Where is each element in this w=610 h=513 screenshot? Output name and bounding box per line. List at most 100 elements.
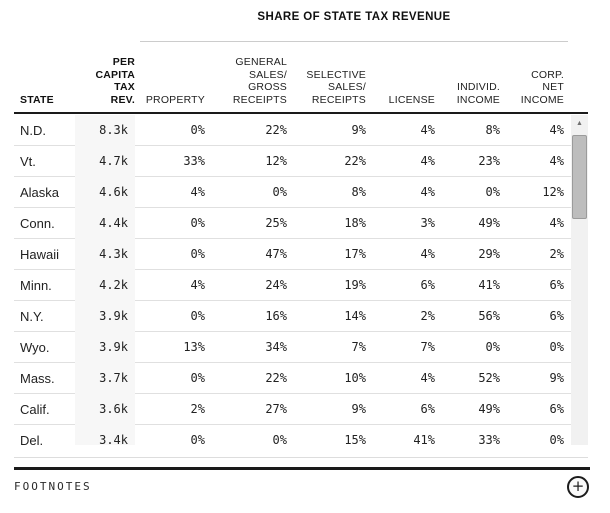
general-value-cell: 24%: [265, 278, 287, 292]
table-body: N.D. 8.3k 0% 22% 9% 4% 8% 4% Vt. 4.7k 33% 12% 22% 4% 2…: [14, 115, 571, 445]
general-value-cell: 22%: [265, 371, 287, 385]
state-cell: Vt.: [20, 153, 36, 169]
general-value-cell: 34%: [265, 340, 287, 354]
selective-value-cell: 19%: [344, 278, 366, 292]
percap-value-cell: 3.7k: [75, 362, 135, 394]
corp-value-cell: 0%: [549, 433, 564, 445]
license-value-cell: 6%: [420, 278, 435, 292]
state-cell: Alaska: [20, 184, 60, 200]
column-header-state: STATE: [20, 93, 54, 106]
percap-value-cell: 4.2k: [75, 269, 135, 301]
individ-value-cell: 29%: [478, 247, 500, 261]
license-value-cell: 4%: [420, 123, 435, 137]
corp-value-cell: 6%: [549, 309, 564, 323]
selective-value-cell: 9%: [351, 123, 366, 137]
table-row: Minn. 4.2k 4% 24% 19% 6% 41% 6%: [14, 269, 571, 301]
scrollbar-track[interactable]: ▲: [571, 115, 588, 445]
license-value-cell: 3%: [420, 216, 435, 230]
general-value-cell: 25%: [265, 216, 287, 230]
selective-value-cell: 18%: [344, 216, 366, 230]
table-row: N.D. 8.3k 0% 22% 9% 4% 8% 4%: [14, 115, 571, 146]
property-value-cell: 33%: [183, 154, 205, 168]
corp-value-cell: 0%: [549, 340, 564, 354]
license-value-cell: 4%: [420, 185, 435, 199]
corp-value-cell: 6%: [549, 402, 564, 416]
table-scroll-area[interactable]: N.D. 8.3k 0% 22% 9% 4% 8% 4% Vt. 4.7k 33% 12% 22% 4% 2…: [14, 115, 588, 445]
selective-value-cell: 14%: [344, 309, 366, 323]
selective-value-cell: 7%: [351, 340, 366, 354]
footnotes-label: FOOTNOTES: [14, 480, 92, 493]
individ-value-cell: 33%: [478, 433, 500, 445]
percap-value-cell: 3.9k: [75, 331, 135, 363]
selective-value-cell: 10%: [344, 371, 366, 385]
property-value-cell: 4%: [190, 185, 205, 199]
corp-value-cell: 4%: [549, 216, 564, 230]
share-title: SHARE OF STATE TAX REVENUE: [257, 11, 451, 23]
header-divider: [14, 112, 588, 114]
license-value-cell: 4%: [420, 371, 435, 385]
state-cell: Calif.: [20, 401, 50, 417]
property-value-cell: 0%: [190, 433, 205, 445]
individ-value-cell: 41%: [478, 278, 500, 292]
individ-value-cell: 49%: [478, 216, 500, 230]
individ-value-cell: 0%: [485, 340, 500, 354]
state-cell: Wyo.: [20, 339, 50, 355]
percap-value-cell: 4.7k: [75, 145, 135, 177]
percap-value-cell: 3.9k: [75, 300, 135, 332]
state-cell: N.Y.: [20, 308, 44, 324]
individ-value-cell: 56%: [478, 309, 500, 323]
corp-value-cell: 6%: [549, 278, 564, 292]
state-cell: Mass.: [20, 370, 55, 386]
scrollbar-thumb[interactable]: [572, 135, 587, 219]
scroll-up-arrow-icon[interactable]: ▲: [576, 119, 583, 127]
share-title-rule: [140, 41, 568, 42]
property-value-cell: 0%: [190, 247, 205, 261]
general-value-cell: 47%: [265, 247, 287, 261]
percap-value-cell: 4.6k: [75, 176, 135, 208]
table-row: Del. 3.4k 0% 0% 15% 41% 33% 0%: [14, 424, 571, 446]
corp-value-cell: 9%: [549, 371, 564, 385]
percap-value-cell: 3.4k: [75, 424, 135, 445]
column-header-property: PROPERTY: [145, 93, 205, 106]
table-row: N.Y. 3.9k 0% 16% 14% 2% 56% 6%: [14, 300, 571, 332]
selective-value-cell: 17%: [344, 247, 366, 261]
footnotes-expand-button[interactable]: +: [567, 476, 589, 498]
property-value-cell: 0%: [190, 123, 205, 137]
table-row: Wyo. 3.9k 13% 34% 7% 7% 0% 0%: [14, 331, 571, 363]
column-header-general: GENERAL SALES/ GROSS RECEIPTS: [232, 56, 287, 106]
individ-value-cell: 23%: [478, 154, 500, 168]
license-value-cell: 6%: [420, 402, 435, 416]
table-row: Alaska 4.6k 4% 0% 8% 4% 0% 12%: [14, 176, 571, 208]
state-cell: Del.: [20, 432, 44, 446]
state-cell: Hawaii: [20, 246, 60, 262]
general-value-cell: 0%: [272, 433, 287, 445]
general-value-cell: 16%: [265, 309, 287, 323]
percap-value-cell: 8.3k: [75, 115, 135, 146]
license-value-cell: 7%: [420, 340, 435, 354]
table-row: Vt. 4.7k 33% 12% 22% 4% 23% 4%: [14, 145, 571, 177]
general-value-cell: 27%: [265, 402, 287, 416]
property-value-cell: 0%: [190, 309, 205, 323]
property-value-cell: 0%: [190, 371, 205, 385]
individ-value-cell: 49%: [478, 402, 500, 416]
state-cell: Minn.: [20, 277, 52, 293]
percap-value-cell: 4.4k: [75, 207, 135, 239]
license-value-cell: 41%: [413, 433, 435, 445]
table-bottom-divider: [14, 457, 588, 458]
corp-value-cell: 4%: [549, 154, 564, 168]
individ-value-cell: 0%: [485, 185, 500, 199]
state-cell: Conn.: [20, 215, 55, 231]
general-value-cell: 12%: [265, 154, 287, 168]
column-header-selective: SELECTIVE SALES/ RECEIPTS: [306, 68, 366, 106]
column-header-individ: INDIVID. INCOME: [456, 81, 500, 106]
selective-value-cell: 8%: [351, 185, 366, 199]
footer-divider: [14, 467, 590, 470]
column-header-percap: PER CAPITA TAX REV.: [95, 56, 135, 106]
general-value-cell: 0%: [272, 185, 287, 199]
license-value-cell: 4%: [420, 154, 435, 168]
table-row: Conn. 4.4k 0% 25% 18% 3% 49% 4%: [14, 207, 571, 239]
table-row: Calif. 3.6k 2% 27% 9% 6% 49% 6%: [14, 393, 571, 425]
percap-value-cell: 3.6k: [75, 393, 135, 425]
individ-value-cell: 52%: [478, 371, 500, 385]
